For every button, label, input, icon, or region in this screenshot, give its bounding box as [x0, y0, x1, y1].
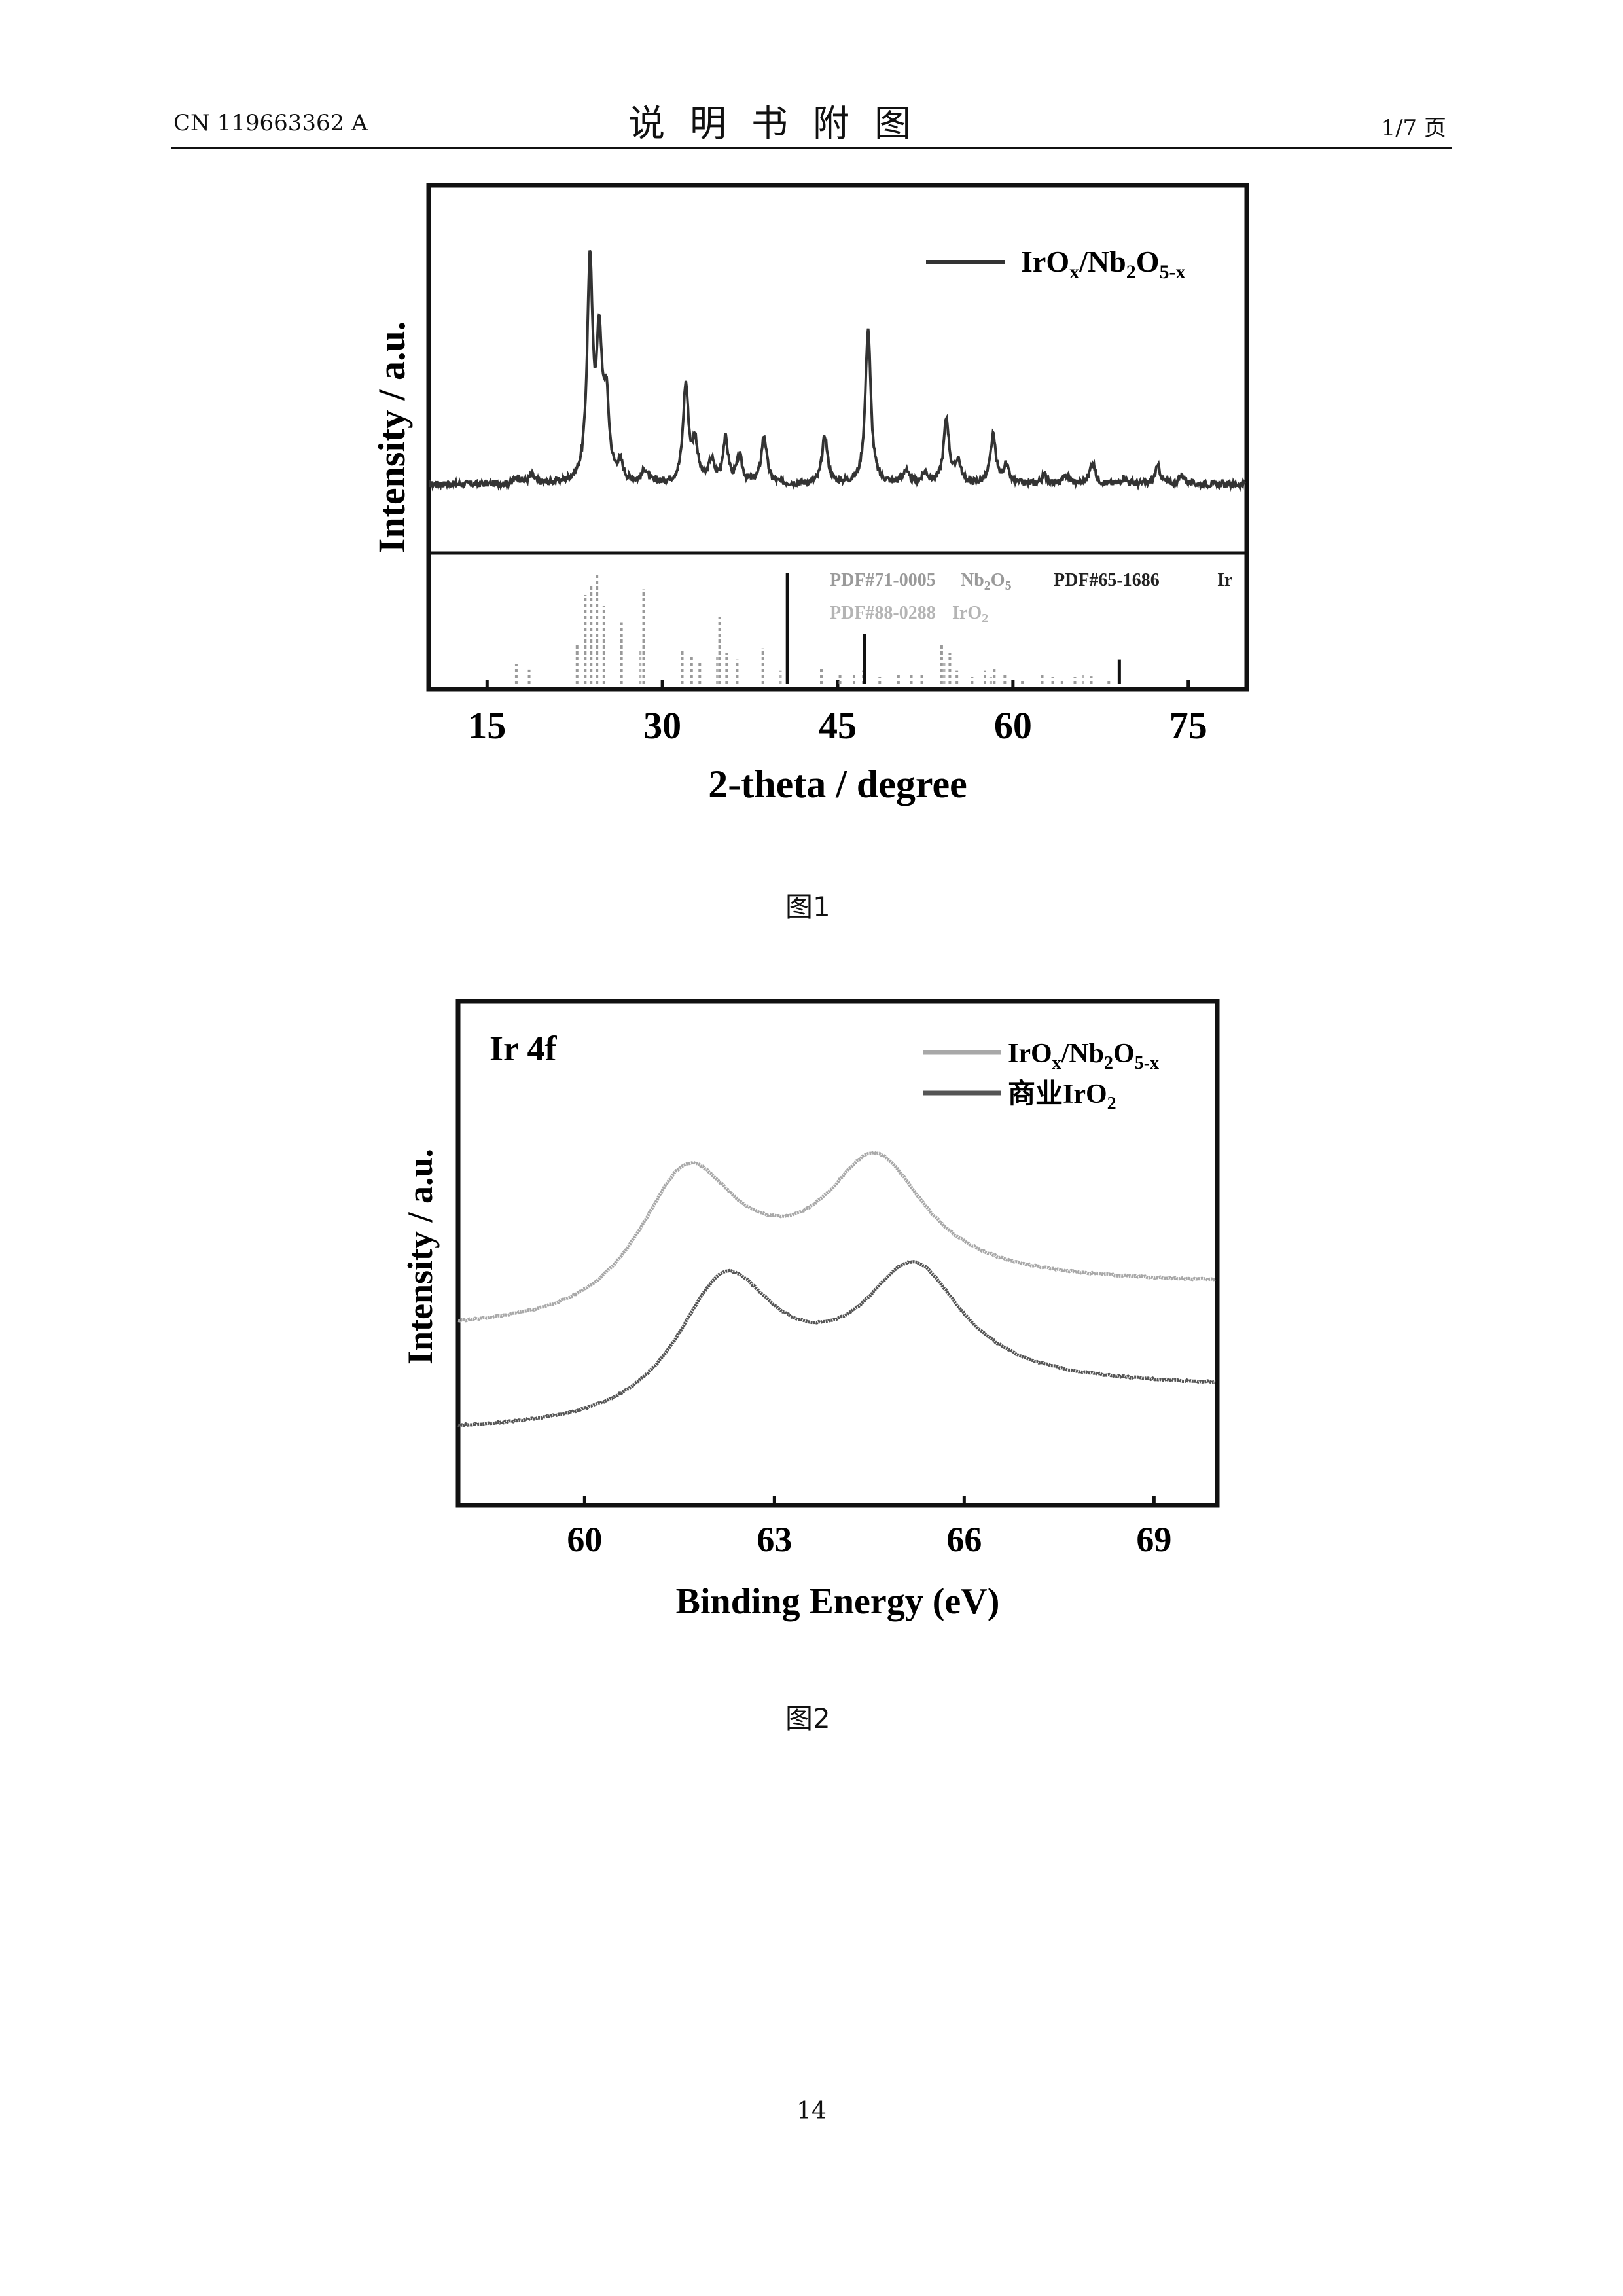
x-tick-label: 75 — [1169, 704, 1207, 747]
x-tick-label: 45 — [819, 704, 857, 747]
x-axis-label: 2-theta / degree — [708, 762, 967, 806]
page-number: 14 — [796, 2098, 827, 2125]
x-tick-label: 15 — [468, 704, 506, 747]
xps-series-line — [457, 1260, 1216, 1427]
legend-sub: 5-x — [1135, 1053, 1159, 1073]
y-axis-label: Intensity / a.u. — [401, 1149, 440, 1365]
legend-sub: 5 — [1005, 579, 1012, 593]
legend-mid: /Nb — [1061, 1039, 1104, 1069]
legend-label-iroxnb2o5: IrOx/Nb2O5-x — [1008, 1039, 1159, 1073]
xps-series-line — [457, 1150, 1216, 1323]
section-title: 说明书附图 — [628, 103, 936, 145]
legend-sub: 2 — [1107, 1094, 1116, 1114]
legend-mid: O — [991, 570, 1005, 590]
legend-mid: O — [1136, 245, 1160, 278]
reference-compound-ir: Ir — [1217, 570, 1232, 590]
legend-sub: 2 — [984, 579, 991, 593]
legend-sub: 2 — [982, 611, 988, 626]
legend-sub: 2 — [1104, 1053, 1113, 1073]
x-tick-label: 30 — [643, 704, 681, 747]
figure-2-caption: 图2 — [785, 1702, 830, 1734]
x-tick-label: 60 — [994, 704, 1032, 747]
legend-label-xrd: IrOx/Nb2O5-x — [1021, 245, 1185, 283]
reference-label-nb2o5: PDF#71-0005 — [830, 570, 936, 590]
x-tick-label: 63 — [757, 1520, 792, 1559]
reference-label-ir: PDF#65-1686 — [1054, 570, 1160, 590]
reference-compound-iro2: IrO2 — [952, 603, 988, 626]
x-tick-label: 69 — [1136, 1520, 1171, 1559]
figure-1-caption: 图1 — [785, 891, 830, 923]
document-number: CN 119663362 A — [173, 110, 368, 136]
legend-sub: 2 — [1126, 261, 1136, 283]
reference-label-iro2: PDF#88-0288 — [830, 603, 936, 623]
reference-compound-nb2o5: Nb2O5 — [961, 570, 1012, 593]
y-axis-label: Intensity / a.u. — [370, 321, 413, 554]
chart-title: Ir 4f — [490, 1029, 558, 1068]
x-tick-label: 66 — [946, 1520, 982, 1559]
legend-label-commercial-iro2: 商业IrO2 — [1008, 1079, 1116, 1114]
xrd-pattern-line — [429, 250, 1247, 492]
legend-mid: O — [1113, 1039, 1135, 1069]
legend-sub: x — [1069, 261, 1079, 283]
page-of-total: 1/7 页 — [1381, 115, 1446, 141]
legend-sub: x — [1052, 1053, 1061, 1073]
legend-sub: 5-x — [1159, 261, 1185, 283]
x-axis-label: Binding Energy (eV) — [676, 1581, 1000, 1622]
legend-mid: /Nb — [1079, 245, 1126, 278]
x-tick-label: 60 — [567, 1520, 602, 1559]
plot-frame-xps — [455, 999, 1220, 1508]
header-rule — [171, 147, 1452, 149]
